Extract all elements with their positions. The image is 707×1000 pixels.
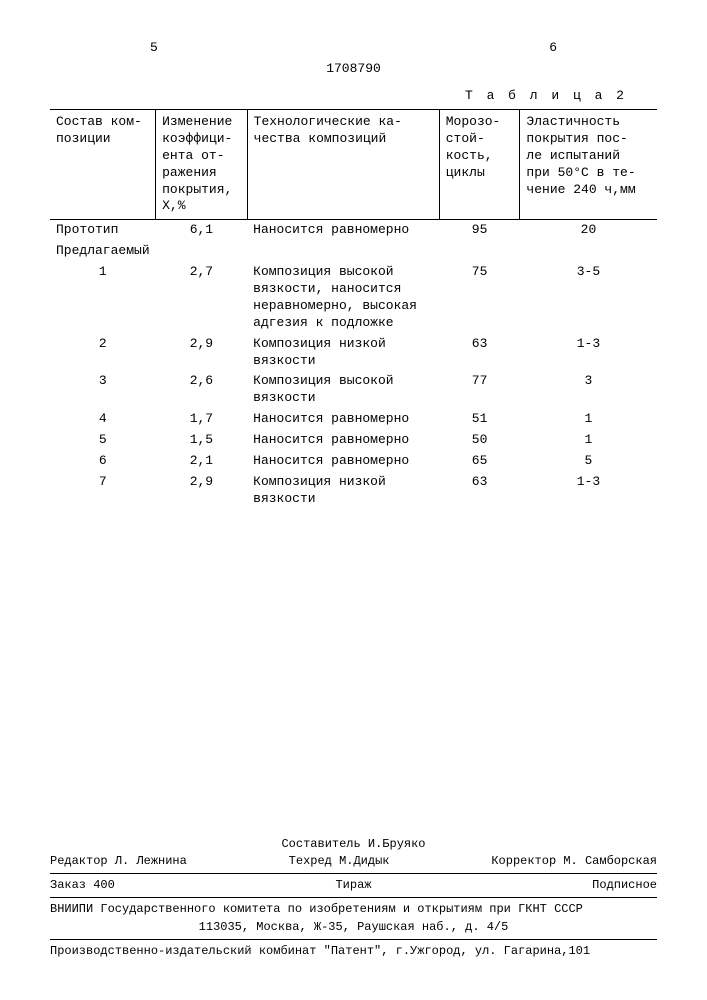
table-cell: 20 (520, 220, 657, 241)
table-cell: 6 (50, 451, 156, 472)
address: 113035, Москва, Ж-35, Раушская наб., д. … (50, 919, 657, 936)
table-cell: Композиция высокойвязкости (247, 371, 439, 409)
table-cell: 1,7 (156, 409, 248, 430)
table-cell: 95 (439, 220, 520, 241)
table-cell: Наносится равномерно (247, 430, 439, 451)
table-row: Прототип6,1Наносится равномерно9520 (50, 220, 657, 241)
table-cell: 3-5 (520, 262, 657, 334)
table-cell: 2,6 (156, 371, 248, 409)
tirazh: Тираж (335, 877, 371, 894)
data-table: Состав ком-позиции Изменениекоэффици-ент… (50, 109, 657, 510)
table-cell (247, 241, 439, 262)
table-row: Предлагаемый (50, 241, 657, 262)
table-cell: 1 (50, 262, 156, 334)
col-header: Эластичностьпокрытия пос-ле испытанийпри… (520, 110, 657, 220)
table-cell: 65 (439, 451, 520, 472)
doc-number: 1708790 (50, 61, 657, 76)
table-cell: 5 (50, 430, 156, 451)
table-cell: 2,9 (156, 472, 248, 510)
table-row: 51,5Наносится равномерно501 (50, 430, 657, 451)
table-row: 32,6Композиция высокойвязкости773 (50, 371, 657, 409)
table-cell (156, 241, 248, 262)
table-cell: 63 (439, 334, 520, 372)
table-cell: 3 (520, 371, 657, 409)
col-header: Технологические ка-чества композиций (247, 110, 439, 220)
table-cell: 6,1 (156, 220, 248, 241)
subscr: Подписное (592, 877, 657, 894)
table-cell: Наносится равномерно (247, 451, 439, 472)
editor: Редактор Л. Лежнина (50, 853, 187, 870)
table-cell: Прототип (50, 220, 156, 241)
table-cell: 2,7 (156, 262, 248, 334)
table-row: 41,7Наносится равномерно511 (50, 409, 657, 430)
table-cell: 2 (50, 334, 156, 372)
table-cell: 51 (439, 409, 520, 430)
table-cell: 3 (50, 371, 156, 409)
table-row: 72,9Композиция низкойвязкости631-3 (50, 472, 657, 510)
table-cell: 1 (520, 409, 657, 430)
col-header: Изменениекоэффици-ента от-раженияпокрыти… (156, 110, 248, 220)
table-cell: 50 (439, 430, 520, 451)
table-caption: Т а б л и ц а 2 (50, 88, 657, 103)
page-num-right: 6 (549, 40, 557, 55)
table-cell: 2,9 (156, 334, 248, 372)
table-row: 12,7Композиция высокойвязкости, наноситс… (50, 262, 657, 334)
publisher: Производственно-издательский комбинат "П… (50, 943, 657, 960)
table-cell: 1-3 (520, 334, 657, 372)
techred: Техред М.Дидык (289, 853, 390, 870)
corrector: Корректор М. Самборская (491, 853, 657, 870)
page-num-left: 5 (150, 40, 158, 55)
table-cell: 77 (439, 371, 520, 409)
table-cell (520, 241, 657, 262)
table-cell: 75 (439, 262, 520, 334)
col-header: Состав ком-позиции (50, 110, 156, 220)
table-cell: Композиция низкойвязкости (247, 472, 439, 510)
footer: Составитель И.Бруяко Редактор Л. Лежнина… (50, 836, 657, 960)
table-cell: 1,5 (156, 430, 248, 451)
table-cell (439, 241, 520, 262)
table-cell: 1-3 (520, 472, 657, 510)
table-cell: 5 (520, 451, 657, 472)
institute: ВНИИПИ Государственного комитета по изоб… (50, 901, 657, 918)
table-row: 22,9Композиция низкойвязкости631-3 (50, 334, 657, 372)
table-cell: Наносится равномерно (247, 220, 439, 241)
table-cell: 63 (439, 472, 520, 510)
table-row: 62,1Наносится равномерно655 (50, 451, 657, 472)
order: Заказ 400 (50, 877, 115, 894)
table-cell: 4 (50, 409, 156, 430)
table-cell: Предлагаемый (50, 241, 156, 262)
table-cell: Композиция высокойвязкости, наноситсянер… (247, 262, 439, 334)
table-cell: Композиция низкойвязкости (247, 334, 439, 372)
table-cell: 7 (50, 472, 156, 510)
compiler: Составитель И.Бруяко (50, 836, 657, 853)
col-header: Морозо-стой-кость,циклы (439, 110, 520, 220)
table-cell: 2,1 (156, 451, 248, 472)
table-cell: Наносится равномерно (247, 409, 439, 430)
table-cell: 1 (520, 430, 657, 451)
